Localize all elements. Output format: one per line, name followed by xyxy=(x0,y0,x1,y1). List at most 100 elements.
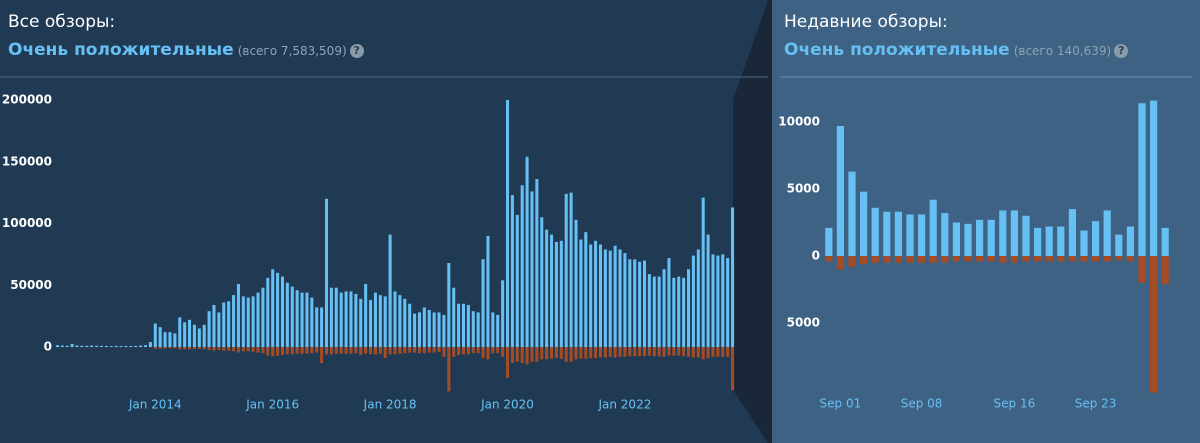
bar xyxy=(1126,226,1134,256)
total: (всего 140,639) xyxy=(1013,44,1112,58)
bar xyxy=(403,347,407,354)
y-tick-label: 5000 xyxy=(787,316,820,330)
bar xyxy=(589,347,593,359)
bar xyxy=(388,347,392,355)
bar xyxy=(633,259,637,347)
bar xyxy=(114,345,118,347)
bar xyxy=(168,332,172,347)
bar xyxy=(510,347,514,364)
bar xyxy=(716,255,720,347)
bar xyxy=(153,347,157,349)
bar xyxy=(647,274,651,347)
x-tick-label: Jan 2016 xyxy=(245,398,299,412)
bar xyxy=(952,222,960,256)
bar xyxy=(349,291,353,347)
bar xyxy=(217,347,221,351)
bar xyxy=(1045,226,1053,256)
bar xyxy=(941,256,949,263)
bar xyxy=(682,277,686,347)
y-tick-label: 10000 xyxy=(778,115,820,129)
bar xyxy=(422,307,426,347)
bar xyxy=(623,253,627,347)
rating: Очень положительные xyxy=(784,40,1010,60)
bar xyxy=(295,347,299,354)
bar xyxy=(276,272,280,347)
bar xyxy=(1115,234,1123,256)
x-tick-label: Sep 23 xyxy=(1075,397,1117,411)
heading: Все обзоры: xyxy=(8,12,116,32)
bar xyxy=(227,347,231,351)
bar xyxy=(628,347,632,357)
bar xyxy=(129,346,133,347)
bar xyxy=(359,298,363,347)
bar xyxy=(569,192,573,347)
bar xyxy=(408,303,412,347)
bar xyxy=(324,198,329,347)
bar xyxy=(918,256,926,263)
bar xyxy=(413,313,417,347)
bar xyxy=(109,346,113,347)
bar xyxy=(344,291,348,347)
all-panel-bg xyxy=(0,0,768,443)
bar xyxy=(535,179,539,347)
bar xyxy=(520,185,524,347)
bar xyxy=(476,347,480,354)
help-icon[interactable]: ? xyxy=(349,44,364,58)
recent-panel-bg xyxy=(772,0,1200,443)
bar xyxy=(329,287,333,347)
bar xyxy=(721,347,725,357)
help-icon[interactable]: ? xyxy=(1114,44,1129,58)
bar xyxy=(618,249,622,347)
bar xyxy=(496,347,500,354)
bar xyxy=(261,287,265,347)
bar xyxy=(476,312,480,347)
bar xyxy=(584,232,588,347)
bar xyxy=(952,256,960,262)
bar xyxy=(584,347,588,359)
bar xyxy=(119,346,123,347)
bar xyxy=(232,295,236,347)
bar xyxy=(207,347,211,351)
bar xyxy=(290,347,294,355)
bar xyxy=(1010,256,1018,263)
bar xyxy=(687,269,691,347)
bar xyxy=(491,312,495,347)
bar xyxy=(603,249,607,347)
x-tick-label: Sep 16 xyxy=(994,397,1036,411)
bar xyxy=(510,195,514,347)
bar xyxy=(65,345,69,347)
bar xyxy=(305,292,309,347)
bar xyxy=(334,287,338,347)
bar xyxy=(217,312,221,347)
bar xyxy=(290,286,294,347)
bar xyxy=(871,256,879,263)
bar xyxy=(285,347,289,355)
bar xyxy=(652,276,656,347)
bar xyxy=(197,328,201,347)
bar xyxy=(329,347,333,355)
bar xyxy=(393,347,397,355)
bar xyxy=(236,284,240,347)
bar xyxy=(320,347,324,364)
bar xyxy=(457,303,461,347)
bar xyxy=(642,260,647,347)
bar xyxy=(256,292,260,347)
bar xyxy=(1115,256,1123,261)
bar xyxy=(906,256,914,263)
bar xyxy=(246,297,250,347)
bar xyxy=(153,323,157,347)
bar xyxy=(148,342,152,347)
bar xyxy=(667,347,671,356)
bar xyxy=(613,245,617,347)
bar xyxy=(569,347,573,362)
bar xyxy=(976,219,984,256)
bar xyxy=(486,235,490,347)
bar xyxy=(501,347,505,357)
bar xyxy=(491,347,495,354)
bar xyxy=(976,256,984,262)
bar xyxy=(188,319,192,347)
x-tick-label: Jan 2018 xyxy=(363,398,417,412)
bar xyxy=(241,296,245,347)
bar xyxy=(667,258,671,347)
bar xyxy=(701,347,705,360)
